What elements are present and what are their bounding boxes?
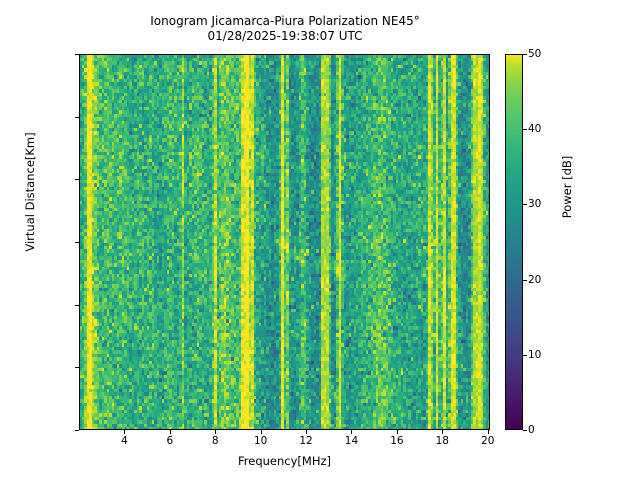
- colorbar-tick-mark: [523, 430, 527, 431]
- x-tick-mark: [396, 430, 398, 434]
- y-tick-mark: [75, 242, 79, 243]
- x-tick-label: 16: [390, 435, 404, 447]
- y-axis-label: Virtual Distance[Km]: [23, 132, 37, 252]
- colorbar-tick-label: 50: [528, 48, 542, 60]
- x-tick-label: 8: [211, 435, 219, 447]
- x-tick-mark: [215, 430, 217, 434]
- figure-title: Ionogram Jicamarca-Piura Polarization NE…: [0, 14, 570, 44]
- ionogram-axes: [79, 54, 490, 430]
- y-tick-mark: [75, 54, 79, 55]
- x-tick-label: 4: [121, 435, 128, 447]
- colorbar-tick-label: 40: [528, 123, 542, 136]
- y-tick-mark: [75, 116, 79, 118]
- figure-title-line1: Ionogram Jicamarca-Piura Polarization NE…: [150, 14, 420, 28]
- x-tick-label: 12: [299, 435, 313, 447]
- y-tick-mark: [75, 367, 79, 369]
- colorbar-tick-label: 10: [528, 348, 542, 361]
- x-axis-label: Frequency[MHz]: [238, 454, 331, 468]
- x-tick-mark: [487, 430, 489, 434]
- x-tick-label: 10: [253, 435, 268, 447]
- colorbar-tick-label: 20: [528, 273, 542, 286]
- x-tick-label: 20: [481, 435, 495, 447]
- colorbar-tick-mark: [523, 204, 527, 206]
- x-tick-label: 6: [166, 435, 174, 447]
- colorbar-label: Power [dB]: [560, 155, 574, 219]
- colorbar: [505, 54, 523, 430]
- x-tick-mark: [306, 430, 308, 434]
- x-tick-mark: [169, 430, 171, 434]
- x-tick-label: 14: [344, 435, 359, 447]
- colorbar-tick-mark: [523, 54, 527, 55]
- x-tick-mark: [351, 430, 353, 434]
- colorbar-tick-mark: [523, 129, 527, 131]
- colorbar-tick-label: 30: [528, 198, 542, 211]
- colorbar-tick-label: 0: [528, 424, 535, 436]
- x-tick-mark: [260, 430, 262, 434]
- colorbar-tick-mark: [523, 354, 527, 356]
- x-tick-mark: [124, 430, 126, 434]
- y-tick-mark: [75, 304, 79, 306]
- x-tick-mark: [442, 430, 444, 434]
- y-tick-mark: [75, 179, 79, 181]
- colorbar-tick-mark: [523, 279, 527, 281]
- ionogram-heatmap: [80, 55, 489, 429]
- x-tick-label: 18: [435, 435, 449, 447]
- figure-title-line2: 01/28/2025-19:38:07 UTC: [207, 29, 363, 43]
- y-tick-mark: [75, 430, 79, 431]
